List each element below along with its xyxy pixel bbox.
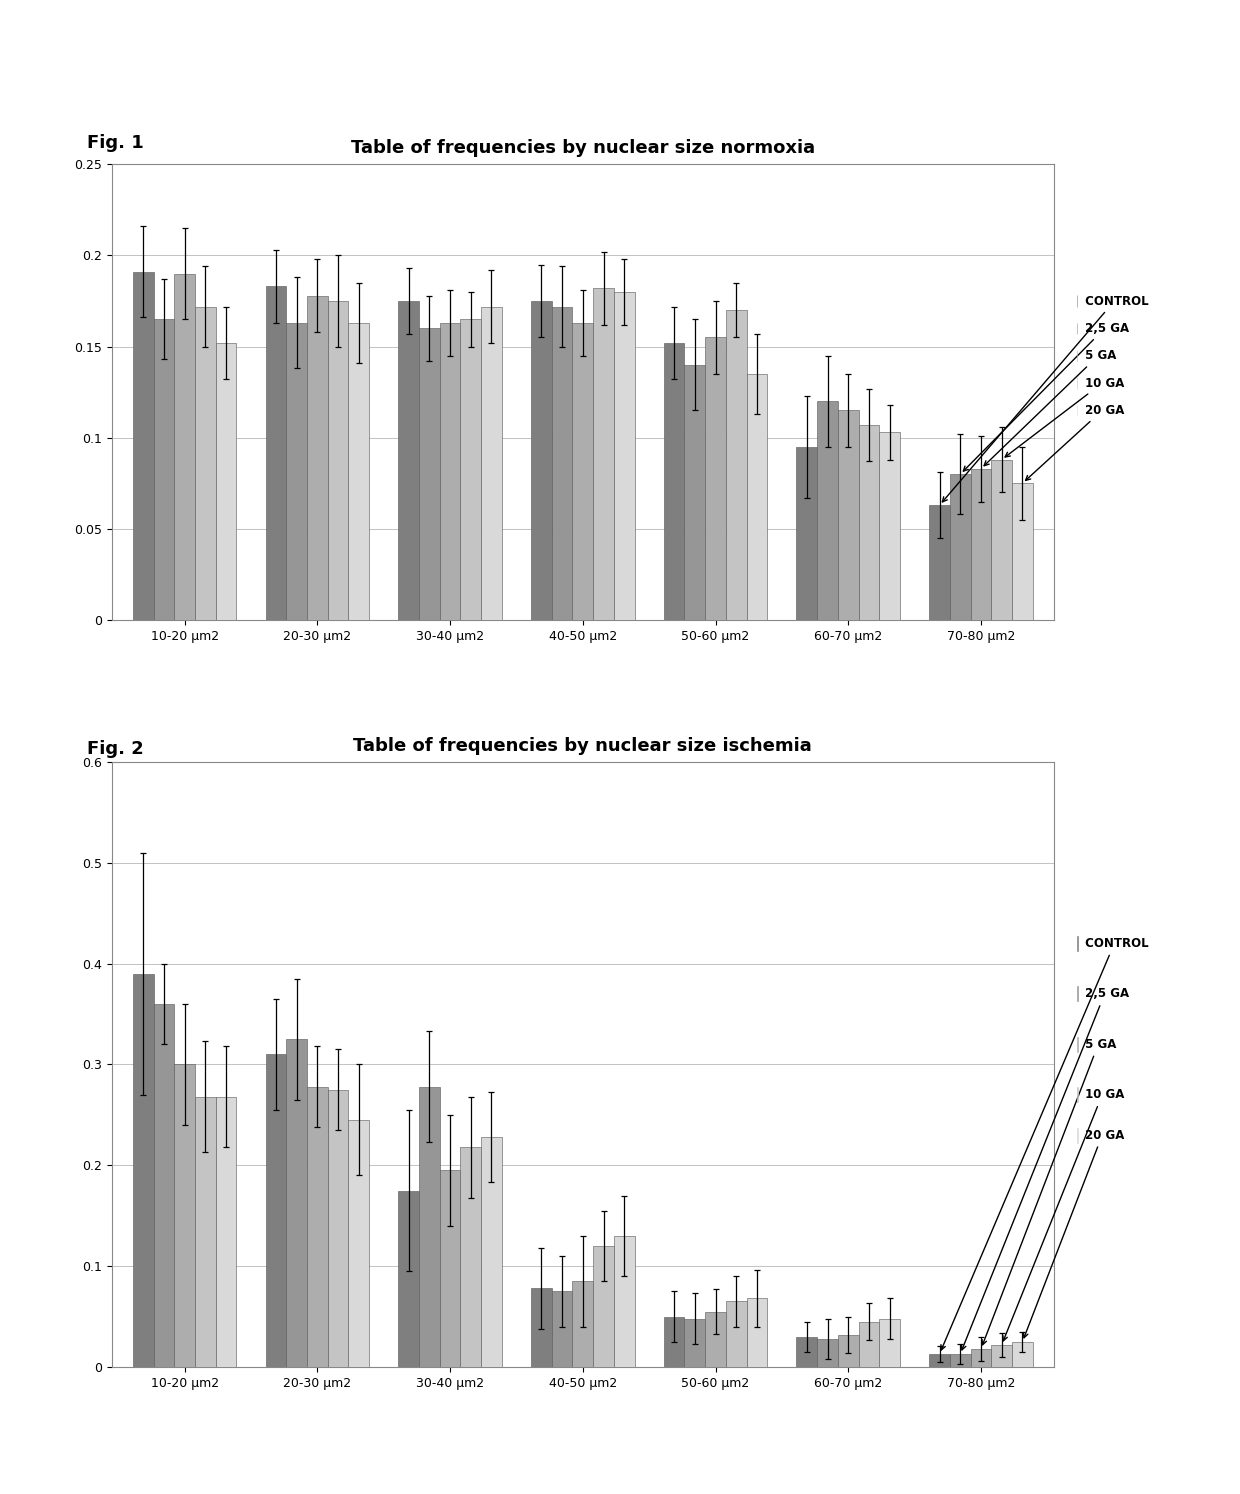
Text: 2,5 GA: 2,5 GA <box>961 988 1128 1351</box>
Bar <box>154 320 175 620</box>
Bar <box>286 323 308 620</box>
Text: 10 GA: 10 GA <box>1003 1088 1123 1340</box>
Bar <box>348 1120 370 1367</box>
Bar <box>929 1354 950 1367</box>
Bar <box>971 1349 991 1367</box>
Bar <box>817 402 838 620</box>
Text: Fig. 1: Fig. 1 <box>87 134 144 152</box>
Bar <box>1012 484 1033 620</box>
Bar <box>593 288 614 620</box>
Bar <box>133 272 154 620</box>
Bar <box>481 1137 502 1367</box>
Text: CONTROL: CONTROL <box>942 294 1148 502</box>
Bar <box>552 1291 573 1367</box>
Bar <box>327 1089 348 1367</box>
Bar <box>286 1040 308 1367</box>
Bar <box>929 505 950 620</box>
Bar <box>684 365 706 620</box>
Bar <box>398 302 419 620</box>
Bar <box>950 1354 971 1367</box>
Bar <box>195 306 216 620</box>
Title: Table of frequencies by nuclear size ischemia: Table of frequencies by nuclear size isc… <box>353 737 812 754</box>
Bar <box>879 432 900 620</box>
Bar <box>216 1097 237 1367</box>
Bar <box>858 424 879 620</box>
Bar <box>971 469 991 620</box>
Bar <box>706 1312 725 1367</box>
Bar <box>481 306 502 620</box>
Bar <box>746 1298 768 1367</box>
Bar <box>614 1236 635 1367</box>
Bar <box>440 1170 460 1367</box>
Bar <box>195 1097 216 1367</box>
Bar <box>991 460 1012 620</box>
Bar <box>746 374 768 620</box>
Bar <box>531 302 552 620</box>
Bar <box>1012 1342 1033 1367</box>
Bar <box>175 273 195 620</box>
Bar <box>593 1246 614 1367</box>
Bar <box>265 1055 286 1367</box>
Bar <box>879 1319 900 1367</box>
Bar <box>327 302 348 620</box>
Bar <box>663 1316 684 1367</box>
Text: 2,5 GA: 2,5 GA <box>963 321 1128 471</box>
Bar <box>858 1322 879 1367</box>
Bar <box>440 323 460 620</box>
Bar <box>133 974 154 1367</box>
Bar <box>663 344 684 620</box>
Bar <box>796 1337 817 1367</box>
Text: 20 GA: 20 GA <box>1025 403 1123 481</box>
Bar <box>684 1319 706 1367</box>
Bar <box>419 1086 440 1367</box>
Bar <box>796 447 817 620</box>
Bar <box>348 323 370 620</box>
Text: 10 GA: 10 GA <box>1006 376 1123 457</box>
Bar <box>216 344 237 620</box>
Text: Fig. 2: Fig. 2 <box>87 740 144 757</box>
Bar <box>175 1064 195 1367</box>
Bar <box>265 287 286 620</box>
Bar <box>725 1301 746 1367</box>
Bar <box>460 320 481 620</box>
Bar <box>573 1282 593 1367</box>
Bar <box>308 296 327 620</box>
Bar <box>706 338 725 620</box>
Bar <box>308 1086 327 1367</box>
Bar <box>991 1345 1012 1367</box>
Bar <box>614 291 635 620</box>
Text: 5 GA: 5 GA <box>982 1038 1116 1345</box>
Text: CONTROL: CONTROL <box>941 937 1148 1351</box>
Text: 5 GA: 5 GA <box>985 350 1116 466</box>
Bar <box>154 1004 175 1367</box>
Title: Table of frequencies by nuclear size normoxia: Table of frequencies by nuclear size nor… <box>351 139 815 157</box>
Bar <box>817 1339 838 1367</box>
Text: 20 GA: 20 GA <box>1023 1128 1123 1337</box>
Bar <box>419 329 440 620</box>
Bar <box>838 1334 858 1367</box>
Bar <box>950 474 971 620</box>
Bar <box>552 306 573 620</box>
Bar <box>398 1191 419 1367</box>
Bar <box>725 311 746 620</box>
Bar <box>460 1147 481 1367</box>
Bar <box>531 1288 552 1367</box>
Bar <box>838 411 858 620</box>
Bar <box>573 323 593 620</box>
